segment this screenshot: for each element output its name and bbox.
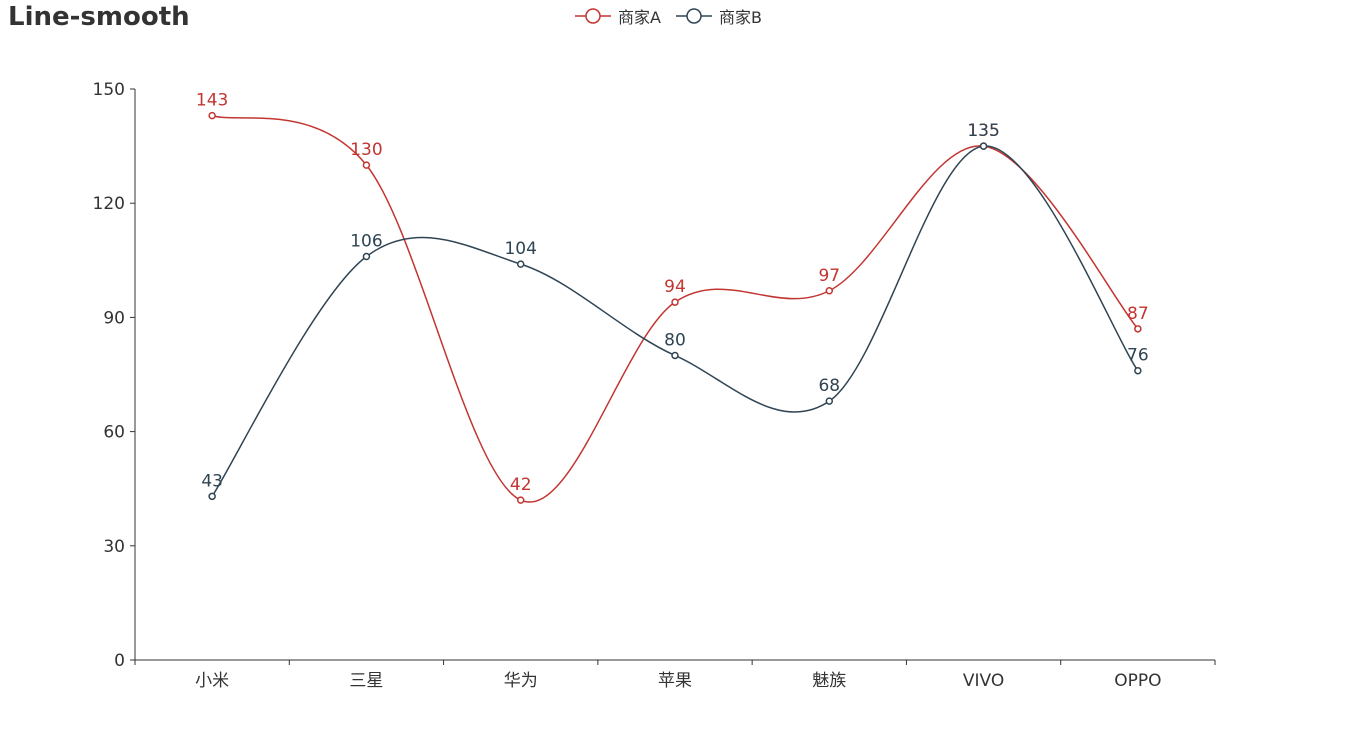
series-b-data-label: 135 — [967, 121, 999, 141]
series-b-data-label: 68 — [818, 376, 840, 396]
y-tick-label: 60 — [103, 423, 125, 443]
legend-label-series-a: 商家A — [618, 8, 661, 27]
series-a-legend-icon — [575, 8, 611, 24]
legend: 商家A 商家B — [574, 4, 762, 28]
series-a-point — [362, 161, 371, 169]
series-b-point — [362, 252, 371, 261]
series-b-data-label: 104 — [504, 239, 536, 259]
y-tick-label: 150 — [93, 80, 125, 100]
series-b-data-label: 43 — [201, 471, 223, 491]
x-tick-label: OPPO — [1114, 671, 1161, 691]
series-b-point — [516, 260, 525, 268]
series-b-legend-icon — [675, 8, 712, 24]
legend-item-series-a[interactable]: 商家A — [574, 4, 661, 28]
x-tick-label: 华为 — [504, 671, 538, 691]
series-a-point — [825, 287, 834, 295]
series-line-b — [211, 145, 1139, 497]
series-a-point — [208, 111, 216, 120]
legend-label-series-b: 商家B — [718, 8, 762, 27]
y-tick-label: 30 — [103, 537, 125, 557]
series-line-a — [211, 114, 1139, 503]
x-tick-label: 三星 — [349, 671, 383, 691]
series-b-point — [979, 142, 988, 150]
series-b-data-label: 106 — [350, 231, 382, 251]
x-tick-label: 苹果 — [658, 671, 692, 691]
series-a-point — [671, 298, 679, 306]
series-b-point — [208, 492, 216, 501]
series-b-point — [671, 351, 679, 360]
series-a-data-label: 87 — [1127, 304, 1149, 324]
legend-item-series-b[interactable]: 商家B — [675, 4, 762, 28]
x-tick-label: VIVO — [963, 671, 1004, 691]
x-tick-label: 魅族 — [812, 671, 846, 691]
series-b-point — [825, 397, 834, 405]
series-a-data-label: 94 — [664, 277, 686, 297]
y-tick-label: 0 — [114, 651, 125, 671]
series-a-data-label: 143 — [196, 91, 228, 111]
series-a-data-label: 130 — [350, 140, 382, 160]
series-b-point — [1134, 366, 1142, 375]
x-tick-label: 小米 — [195, 671, 229, 691]
series-a-data-label: 97 — [818, 266, 840, 286]
axes: 0 30 60 90 120 150 小米 三星 华为 苹果 魅族 VIVO OPPO — [93, 80, 1216, 691]
y-tick-label: 120 — [93, 194, 125, 214]
series-layer — [208, 111, 1142, 504]
series-a-data-label: 135 — [967, 121, 999, 141]
chart-title: Line-smooth — [8, 2, 190, 32]
y-tick-label: 90 — [103, 308, 125, 328]
series-a-point — [1134, 325, 1142, 333]
series-b-data-label: 80 — [664, 330, 686, 350]
series-b-data-label: 76 — [1127, 346, 1149, 366]
series-a-point — [516, 496, 525, 504]
series-a-data-label: 42 — [510, 475, 532, 495]
